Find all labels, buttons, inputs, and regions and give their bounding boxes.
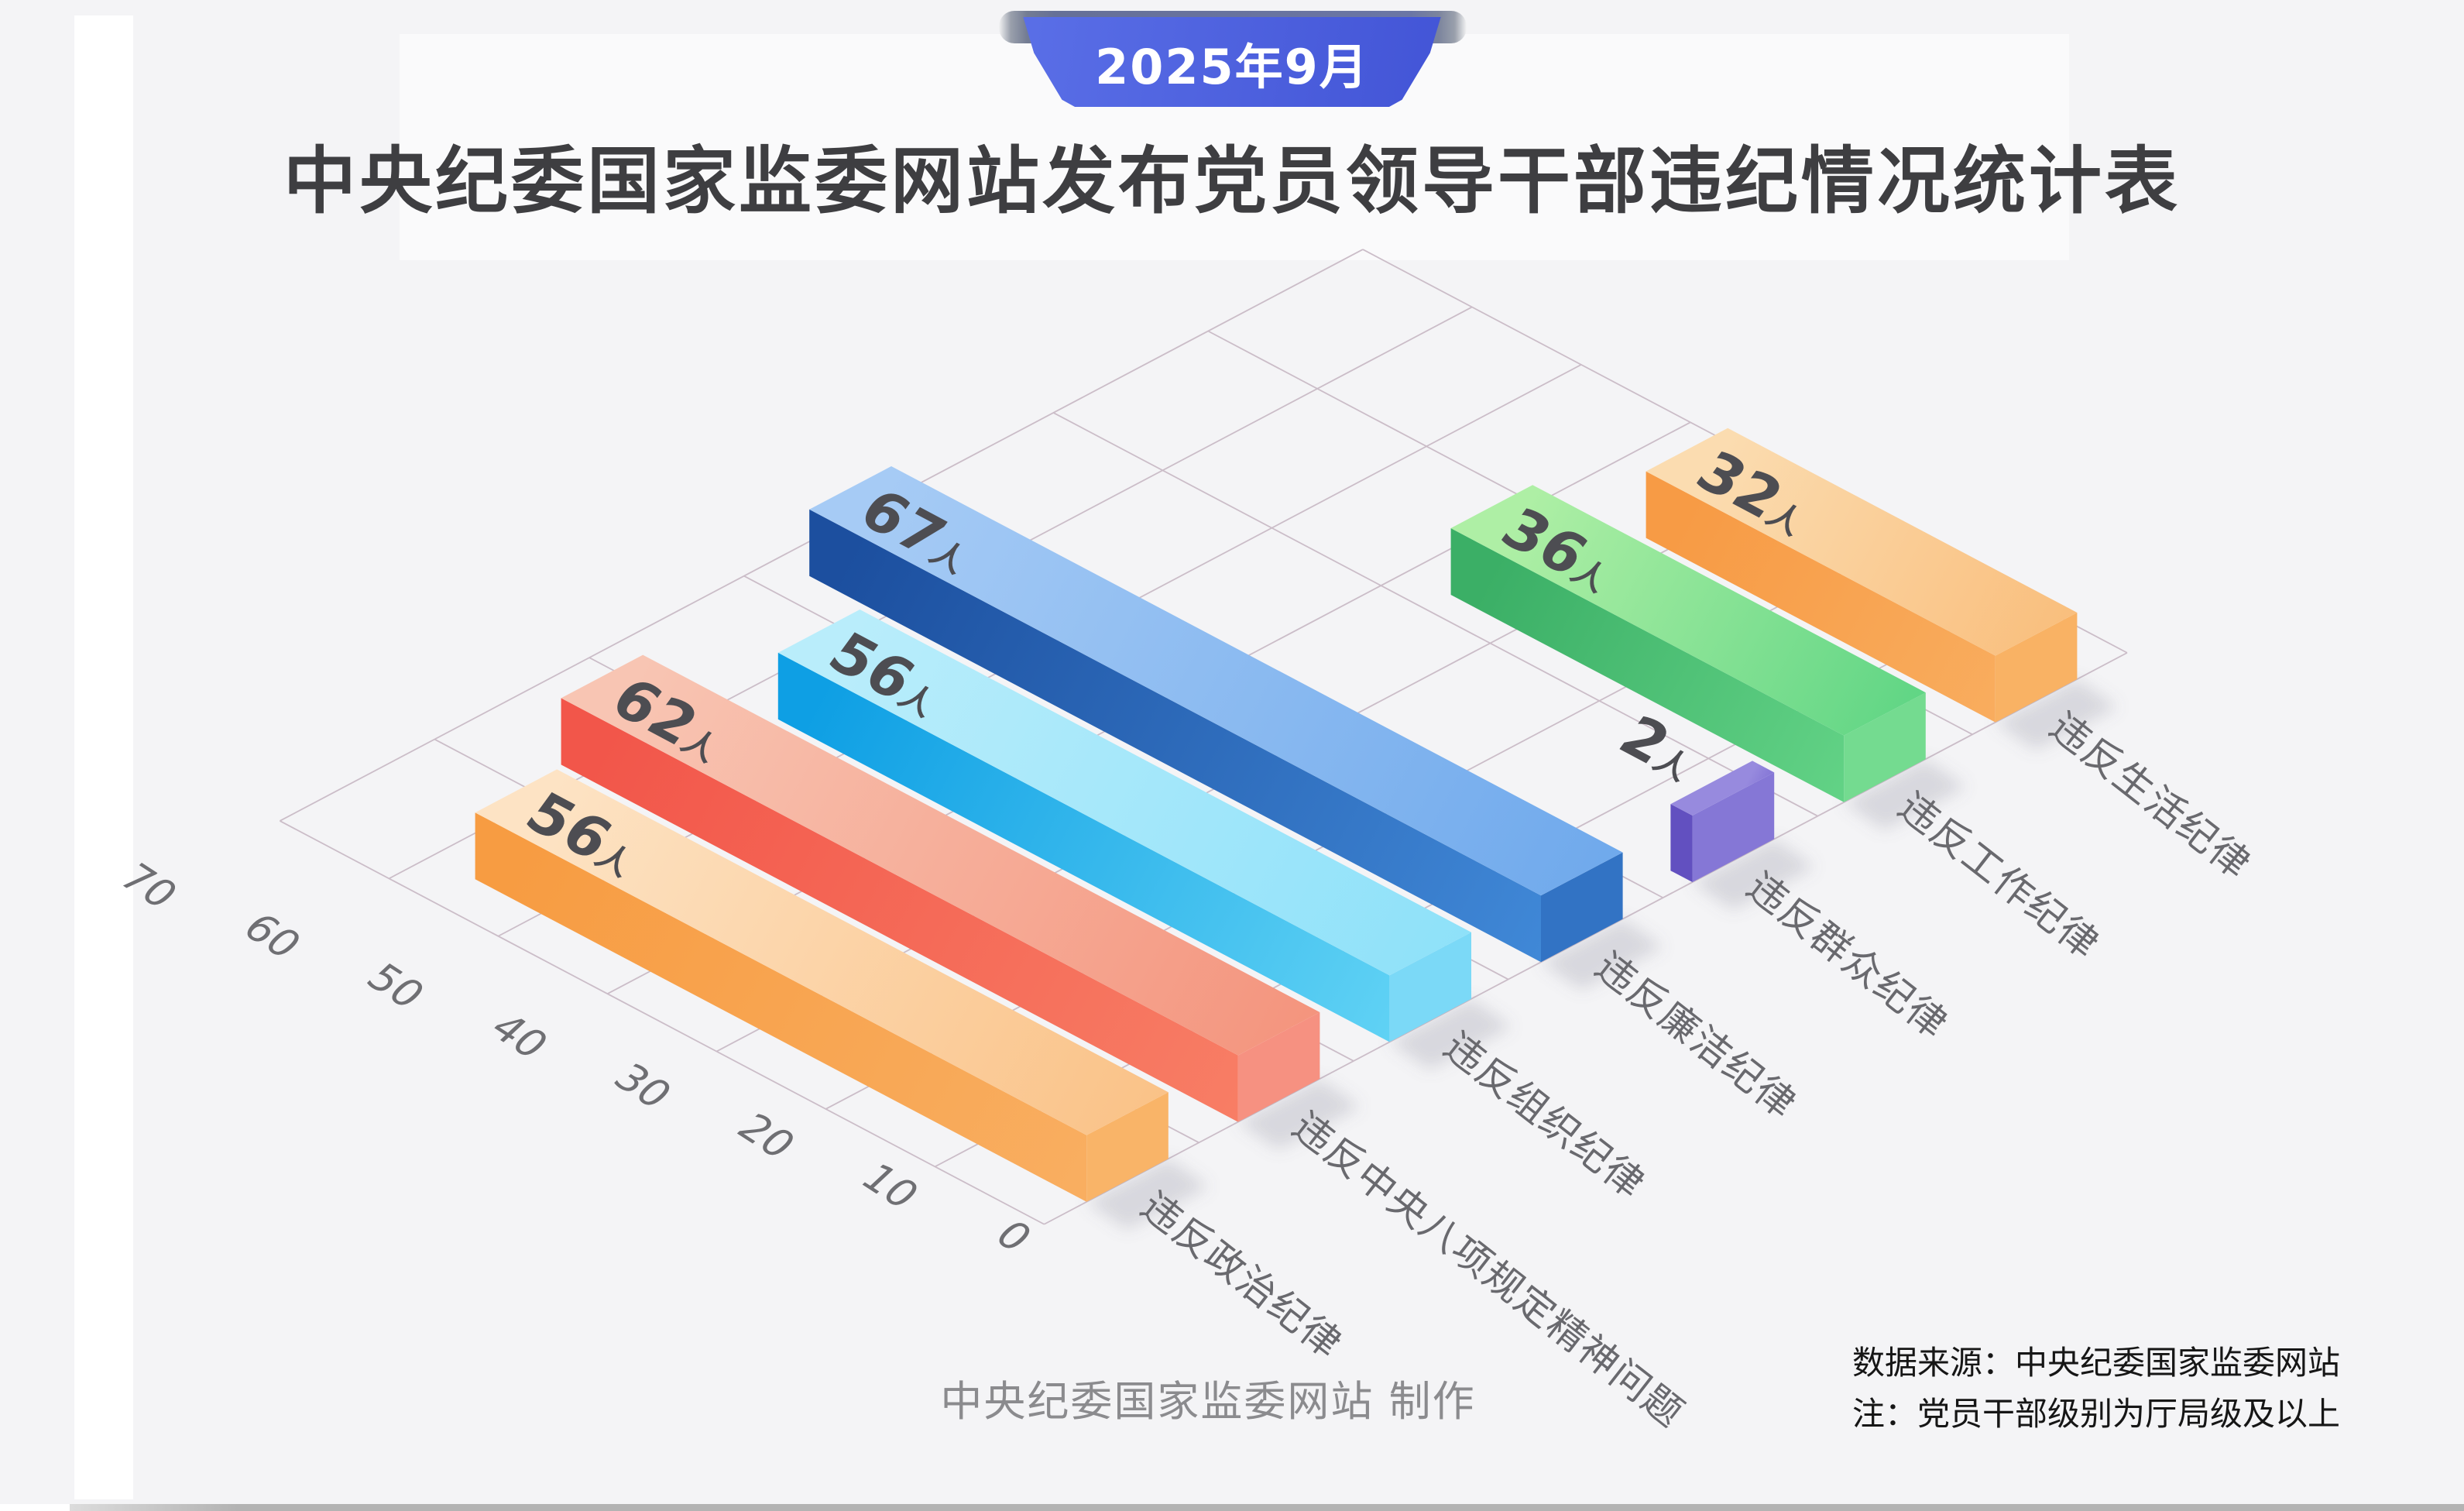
bar-side-face [809,509,1541,963]
bar-top-face [1670,761,1775,816]
svg-text:70: 70 [109,856,187,916]
bars [475,428,2078,1202]
svg-text:违反政治纪律: 违反政治纪律 [1133,1183,1351,1368]
svg-text:0: 0 [985,1213,1042,1259]
date-badge-label: 2025年9月 [1095,39,1369,95]
value-axis-tick: 60 [233,906,311,967]
bar-side-face [777,652,1390,1042]
bar-shadows [1086,679,2118,1230]
bar-side-face [561,698,1238,1122]
bar-0 [475,769,1169,1202]
bar-end-face [1995,613,2078,723]
page-margin-strip [74,15,133,1499]
bar-top-face [1646,428,2078,656]
value-axis-tick: 40 [480,1006,558,1066]
svg-text:违反廉洁纪律: 违反廉洁纪律 [1587,943,1805,1128]
bar-side-face [1450,528,1845,802]
category-label: 违反廉洁纪律 [1587,943,1805,1128]
bar-top-face [561,654,1320,1056]
bar-4 [1670,761,1775,882]
bar-2 [777,610,1471,1042]
page-title: 中央纪委国家监委网站发布党员领导干部违纪情况统计表 [283,139,2181,225]
scrollbar-thumb[interactable] [70,1503,2464,1511]
credit-line: 中央纪委国家监委网站 制作 [940,1379,1476,1427]
horizontal-scrollbar[interactable] [0,1503,2464,1511]
bar-end-face [1692,772,1775,882]
bar-end-face [1541,852,1623,963]
bar-side-face [1646,471,1996,723]
bar-top-face [475,769,1169,1135]
bar-top-face [777,610,1471,976]
value-axis-tick: 20 [727,1106,805,1166]
svg-text:30: 30 [603,1056,681,1117]
category-label: 违反群众纪律 [1738,864,1957,1048]
category-label: 违反政治纪律 [1133,1183,1351,1368]
bar-side-face [1670,804,1693,882]
bar-end-face [1389,932,1471,1042]
value-axis-tick: 30 [603,1056,681,1117]
bar-1 [561,654,1320,1122]
svg-text:20: 20 [727,1106,805,1166]
svg-text:10: 10 [851,1156,929,1217]
svg-text:违反组织纪律: 违反组织纪律 [1436,1023,1654,1207]
bar-5 [1450,485,1926,802]
svg-text:违反工作纪律: 违反工作纪律 [1890,784,2109,968]
bar-top-face [1450,485,1926,736]
svg-text:违反群众纪律: 违反群众纪律 [1738,864,1957,1048]
category-label: 违反组织纪律 [1436,1023,1654,1207]
value-axis-tick: 70 [109,856,187,916]
svg-text:60: 60 [233,906,311,967]
svg-text:违反生活纪律: 违反生活纪律 [2041,704,2260,888]
bar-end-face [1844,692,1926,802]
value-axis-tick: 10 [851,1156,929,1217]
source-note: 数据来源：中央纪委国家监委网站 注：党员干部级别为厅局级及以上 [1852,1338,2340,1441]
bar-6 [1646,428,2078,723]
date-badge: 2025年9月 [1023,17,1441,107]
category-label: 违反生活纪律 [2041,704,2260,888]
svg-text:40: 40 [480,1006,558,1066]
bar-side-face [475,812,1087,1202]
note-line: 注：党员干部级别为厅局级及以上 [1852,1395,2340,1433]
category-label: 违反工作纪律 [1890,784,2109,968]
svg-text:50: 50 [356,956,434,1016]
value-axis-tick: 0 [985,1213,1042,1259]
value-axis-tick: 50 [356,956,434,1016]
bar-top-face [809,466,1623,896]
bar-end-face [1237,1012,1320,1122]
bar-3 [809,466,1623,963]
bar-end-face [1086,1092,1169,1202]
source-line: 数据来源：中央纪委国家监委网站 [1852,1344,2340,1382]
